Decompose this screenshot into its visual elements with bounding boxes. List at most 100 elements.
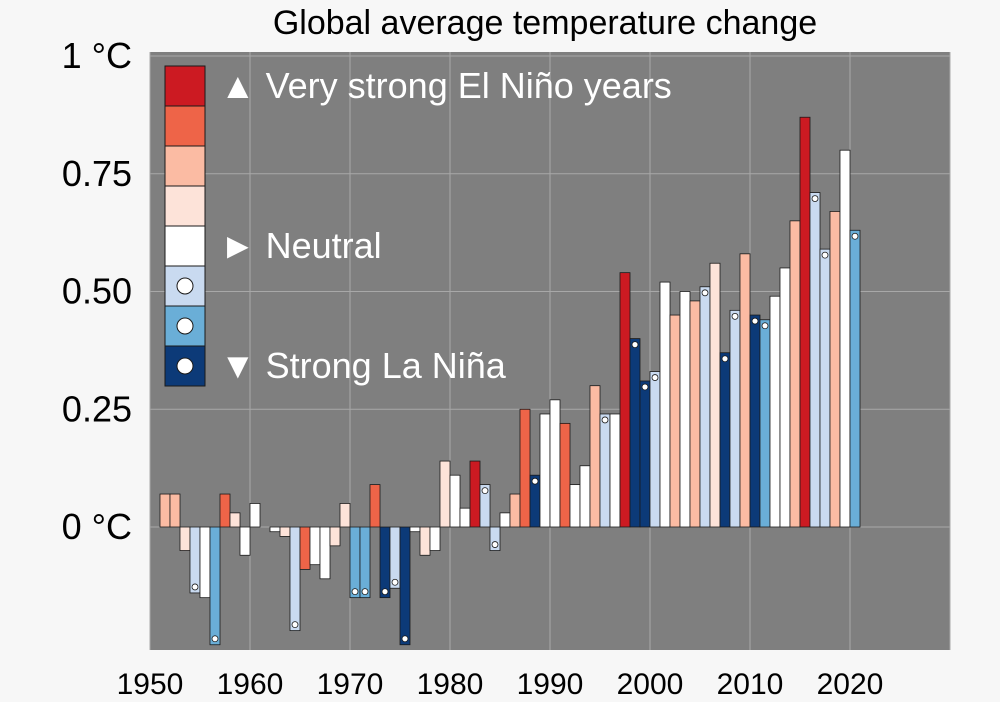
bar-dot-1971 bbox=[361, 588, 369, 596]
bar-dot-1970 bbox=[351, 588, 359, 596]
bar-1971 bbox=[359, 526, 371, 599]
bar-1995 bbox=[599, 413, 611, 528]
bar-2001 bbox=[659, 281, 671, 528]
x-tick-label: 1950 bbox=[117, 668, 184, 701]
legend-label: ► Neutral bbox=[220, 225, 382, 266]
bar-2007 bbox=[719, 352, 731, 528]
bar-1963 bbox=[279, 526, 291, 537]
bar-1982 bbox=[469, 460, 481, 528]
bar-2008 bbox=[729, 309, 741, 528]
legend-swatch-men bbox=[164, 145, 206, 187]
bar-1976 bbox=[409, 526, 421, 533]
bar-dot-2016 bbox=[811, 195, 819, 202]
bar-1979 bbox=[439, 460, 451, 528]
y-tick-label: 1 °C bbox=[62, 35, 132, 76]
bar-1972 bbox=[369, 484, 381, 528]
x-tick-label: 2020 bbox=[817, 668, 884, 701]
bar-dot-1974 bbox=[391, 578, 399, 586]
bar-1958 bbox=[229, 512, 241, 528]
bar-dot-1983 bbox=[481, 487, 489, 495]
bar-dot-2017 bbox=[821, 251, 829, 259]
bar-dot-1984 bbox=[491, 541, 499, 548]
bar-dot-1998 bbox=[631, 341, 639, 349]
bar-1978 bbox=[429, 526, 441, 551]
x-axis-labels: 1950 1960 1970 1980 1990 2000 2010 2020 bbox=[117, 668, 884, 701]
bar-1951 bbox=[159, 493, 171, 528]
legend-dot bbox=[176, 317, 194, 335]
bar-2011 bbox=[759, 319, 771, 528]
bar-1994 bbox=[589, 385, 601, 528]
bar-2014 bbox=[789, 220, 801, 528]
bar-1984 bbox=[489, 526, 501, 551]
bar-1981 bbox=[459, 507, 471, 528]
bar-1966 bbox=[309, 526, 321, 566]
legend-swatch-sen bbox=[164, 105, 206, 147]
legend-swatch-wen bbox=[164, 185, 206, 227]
bar-1986 bbox=[509, 493, 521, 528]
bar-1999 bbox=[639, 380, 651, 528]
bar-2010 bbox=[749, 314, 761, 528]
bar-2015 bbox=[799, 116, 811, 528]
legend-swatch-sln bbox=[164, 345, 206, 387]
bar-1956 bbox=[209, 526, 221, 646]
bar-1960 bbox=[249, 503, 261, 528]
bar-1967 bbox=[319, 526, 331, 580]
bar-1993 bbox=[579, 465, 591, 528]
bar-dot-1988 bbox=[531, 477, 539, 485]
bar-2000 bbox=[649, 371, 661, 528]
legend-dot bbox=[176, 357, 194, 375]
bars bbox=[159, 116, 861, 646]
bar-1997 bbox=[619, 272, 631, 528]
y-tick-label: 0 °C bbox=[62, 506, 132, 547]
y-tick-label: 0.25 bbox=[62, 388, 132, 429]
y-tick-label: 0.50 bbox=[62, 271, 132, 312]
bar-1973 bbox=[379, 526, 391, 599]
bar-dot-1973 bbox=[381, 588, 389, 596]
legend-label: ▼ Strong La Niña bbox=[220, 345, 507, 386]
bar-1953 bbox=[179, 526, 191, 551]
bar-1980 bbox=[449, 474, 461, 528]
legend-swatch-vsen bbox=[164, 65, 206, 107]
bar-1996 bbox=[609, 413, 621, 528]
y-axis-labels: 1 °C 0.75 0.50 0.25 0 °C bbox=[62, 35, 132, 547]
bar-1987 bbox=[519, 408, 531, 528]
bar-1983 bbox=[479, 484, 491, 528]
bar-1990 bbox=[549, 399, 561, 528]
bar-1992 bbox=[569, 484, 581, 528]
bar-2013 bbox=[779, 267, 791, 528]
y-tick-label: 0.75 bbox=[62, 153, 132, 194]
bar-1957 bbox=[219, 493, 231, 528]
bar-dot-2020 bbox=[851, 232, 859, 240]
legend-dot bbox=[176, 277, 194, 295]
bar-1965 bbox=[299, 526, 311, 570]
bar-1970 bbox=[349, 526, 361, 599]
bar-2018 bbox=[829, 211, 841, 528]
bar-2004 bbox=[689, 300, 701, 528]
bar-dot-1975 bbox=[401, 635, 409, 643]
legend-label: ▲ Very strong El Niño years bbox=[220, 65, 672, 106]
bar-dot-1995 bbox=[601, 416, 609, 424]
bar-2002 bbox=[669, 314, 681, 528]
bar-1991 bbox=[559, 422, 571, 528]
legend: ▲ Very strong El Niño years ► Neutral ▼ St… bbox=[164, 65, 672, 387]
bar-dot-1954 bbox=[191, 583, 199, 591]
x-tick-label: 1960 bbox=[217, 668, 284, 701]
bar-1977 bbox=[419, 526, 431, 556]
x-tick-label: 1980 bbox=[417, 668, 484, 701]
bar-2009 bbox=[739, 253, 751, 528]
bar-1954 bbox=[189, 526, 201, 594]
legend-swatch-neu bbox=[164, 225, 206, 267]
bar-dot-2011 bbox=[761, 322, 769, 330]
bar-1964 bbox=[289, 526, 301, 632]
bar-1998 bbox=[629, 338, 641, 528]
bar-1955 bbox=[199, 526, 211, 599]
chart-title: Global average temperature change bbox=[273, 4, 817, 42]
bar-dot-2000 bbox=[651, 374, 659, 381]
bar-2016 bbox=[809, 192, 821, 528]
bar-1989 bbox=[539, 413, 551, 528]
bar-dot-2010 bbox=[751, 317, 759, 325]
bar-1952 bbox=[169, 493, 181, 528]
bar-dot-1956 bbox=[211, 635, 219, 643]
bar-2003 bbox=[679, 291, 691, 528]
